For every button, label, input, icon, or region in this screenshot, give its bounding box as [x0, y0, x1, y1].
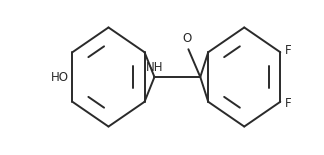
Text: NH: NH	[146, 61, 163, 74]
Text: F: F	[285, 44, 292, 57]
Text: O: O	[183, 32, 192, 45]
Text: HO: HO	[51, 71, 68, 84]
Text: F: F	[285, 97, 292, 110]
